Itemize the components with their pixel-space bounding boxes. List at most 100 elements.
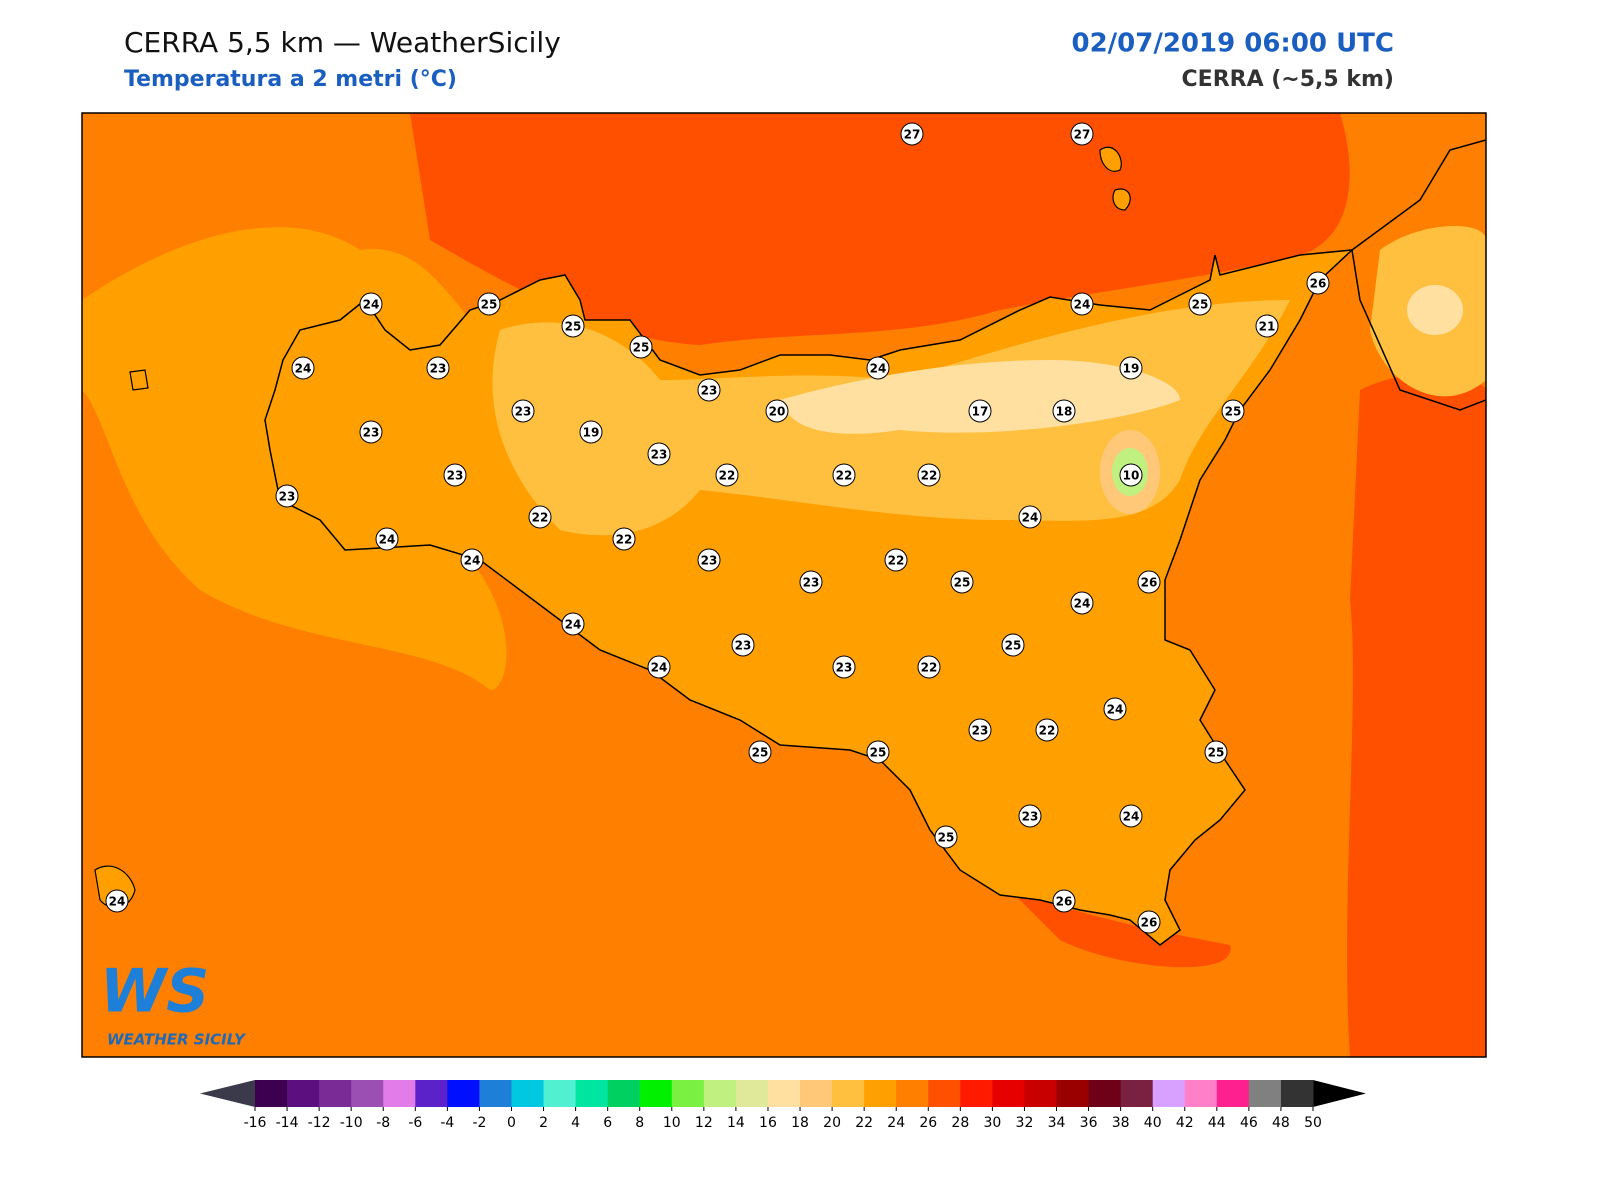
station-value: 22 [719,469,736,483]
colorbar-under [200,1080,255,1107]
colorbar-tick-label: -16 [244,1115,267,1131]
colorbar-swatch [639,1080,673,1107]
colorbar-tick-label: -10 [340,1115,363,1131]
station-marker [1119,804,1143,828]
station-value: 19 [583,426,600,440]
colorbar-tick-label: 26 [919,1115,937,1131]
station-value: 23 [515,405,532,419]
colorbar-swatch [351,1080,384,1107]
station-marker [561,314,585,338]
colorbar-swatch [1152,1080,1186,1107]
station-value: 25 [870,746,887,760]
station-value: 22 [1039,724,1056,738]
station-value: 23 [363,426,380,440]
colorbar-tick-label: 24 [887,1115,905,1131]
colorbar-swatch [511,1080,545,1107]
colorbar-tick-label: 22 [855,1115,873,1131]
colorbar-tick-label: 4 [571,1115,580,1131]
colorbar-tick-label: 36 [1080,1115,1098,1131]
station-marker [968,718,992,742]
logo-mark: WS [100,957,209,1027]
station-marker [1018,804,1042,828]
colorbar-swatch [1024,1080,1058,1107]
station-value: 24 [651,661,668,675]
station-marker [1001,633,1025,657]
station-value: 25 [938,831,955,845]
station-marker [697,548,721,572]
colorbar-tick-label: 2 [539,1115,548,1131]
station-marker [1119,463,1143,487]
colorbar-tick-label: 28 [951,1115,969,1131]
colorbar-tick-label: 50 [1304,1115,1322,1131]
station-value: 23 [735,639,752,653]
station-value: 24 [1074,597,1091,611]
colorbar-swatch [383,1080,416,1107]
station-marker [1255,314,1279,338]
station-value: 25 [752,746,769,760]
station-marker [375,527,399,551]
station-marker [1306,271,1330,295]
station-marker [443,463,467,487]
colorbar-tick-label: 20 [823,1115,841,1131]
colorbar-tick-label: 16 [759,1115,777,1131]
stations: 27 27 24 25 25 25 24 23 23 24 24 25 26 21 23 20 17 18 19 25… [105,122,1330,934]
colorbar-swatch [1280,1080,1314,1107]
colorbar-swatch [447,1080,480,1107]
colorbar-swatch [1184,1080,1218,1107]
station-value: 23 [1022,810,1039,824]
station-value: 24 [379,533,396,547]
colorbar-tick-label: 48 [1272,1115,1290,1131]
colorbar-tick-label: 40 [1144,1115,1162,1131]
colorbar-tick-label: -4 [440,1115,454,1131]
colorbar-swatch [767,1080,801,1107]
colorbar-tick-label: 42 [1176,1115,1194,1131]
logo-text: WEATHER SICILY [107,1031,247,1049]
station-marker [697,378,721,402]
colorbar-swatch [800,1080,833,1107]
colorbar-swatch [1216,1080,1250,1107]
colorbar-swatch [735,1080,769,1107]
colorbar-tick-label: 34 [1048,1115,1066,1131]
station-value: 19 [1123,362,1140,376]
station-value: 22 [921,661,938,675]
colorbar-tick-label: -14 [276,1115,299,1131]
colorbar-swatch [255,1080,288,1107]
colorbar-swatch [960,1080,993,1107]
colorbar-swatch [1120,1080,1154,1107]
colorbar-tick-label: 30 [983,1115,1001,1131]
station-marker [561,612,585,636]
station-marker [832,463,856,487]
colorbar-over [1313,1080,1366,1107]
station-value: 26 [1141,916,1158,930]
warm-zone [1000,880,1231,968]
title: CERRA 5,5 km — WeatherSicily [124,26,561,59]
station-value: 25 [1005,639,1022,653]
station-marker [917,463,941,487]
station-value: 24 [363,298,380,312]
colorbar-tick-label: -2 [472,1115,486,1131]
colorbar-swatch [415,1080,448,1107]
station-marker [1070,292,1094,316]
station-marker [1137,910,1161,934]
station-value: 23 [447,469,464,483]
cool-zone [1407,285,1463,335]
station-marker [884,548,908,572]
colorbar-swatch [319,1080,352,1107]
station-value: 23 [836,661,853,675]
station-value: 23 [651,448,668,462]
station-marker [1204,740,1228,764]
station-value: 23 [701,554,718,568]
station-value: 25 [1225,405,1242,419]
station-marker [1052,399,1076,423]
colorbar-tick-label: 10 [663,1115,681,1131]
station-value: 26 [1056,895,1073,909]
station-value: 25 [954,576,971,590]
calabria-coast [1351,139,1486,411]
station-value: 24 [1107,703,1124,717]
colorbar-swatch [928,1080,961,1107]
islands [94,146,1131,908]
station-marker [426,356,450,380]
station-value: 24 [109,895,126,909]
station-marker [291,356,315,380]
